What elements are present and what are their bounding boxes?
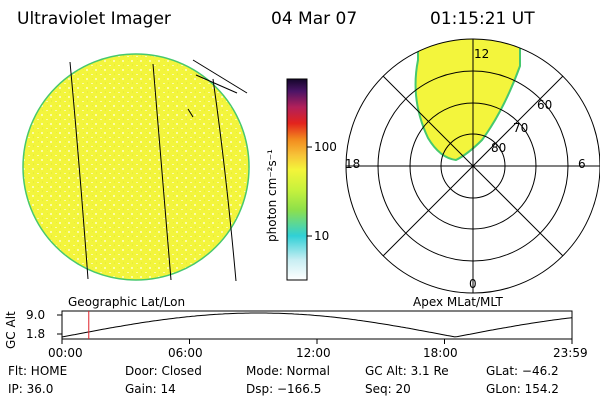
status-glon: GLon: 154.2 xyxy=(486,382,559,396)
colorbar-unit-label: photon cm⁻²s⁻¹ xyxy=(265,149,279,242)
polar-plot xyxy=(345,38,600,294)
meridian-line xyxy=(212,78,237,282)
status-gc-alt: GC Alt: 3.1 Re xyxy=(365,364,449,378)
status-dsp: Dsp: −166.5 xyxy=(246,382,322,396)
mlt-label-12: 12 xyxy=(474,47,490,61)
status-seq: Seq: 20 xyxy=(365,382,411,396)
geographic-earth-image xyxy=(22,53,250,282)
mlt-label-18: 18 xyxy=(345,157,361,171)
lat-label-70: 70 xyxy=(513,121,529,135)
orbit-ytick-low: 1.8 xyxy=(26,327,46,341)
auroral-oval xyxy=(414,39,521,162)
status-ip: IP: 36.0 xyxy=(8,382,54,396)
time-label: 01:15:21 UT xyxy=(430,9,535,29)
geographic-panel-label: Geographic Lat/Lon xyxy=(68,295,186,309)
status-door: Door: Closed xyxy=(125,364,202,378)
orbit-xtick-0000: 00:00 xyxy=(48,346,83,360)
colorbar xyxy=(286,78,312,281)
meridian-line xyxy=(69,61,89,280)
date-label: 04 Mar 07 xyxy=(271,9,358,29)
status-flight: Flt: HOME xyxy=(8,364,68,378)
status-gain: Gain: 14 xyxy=(125,382,176,396)
meridian-line xyxy=(152,63,172,281)
lat-label-60: 60 xyxy=(537,98,553,112)
grid-line xyxy=(187,108,194,118)
orbit-xtick-2359: 23:59 xyxy=(553,346,588,360)
grid-line xyxy=(195,74,238,94)
orbit-ytick-high: 9.0 xyxy=(26,308,46,322)
colorbar-tick-100: 100 xyxy=(314,140,337,154)
mlt-label-0: 0 xyxy=(469,277,477,291)
orbit-xtick-1200: 12:00 xyxy=(296,346,331,360)
grid-line xyxy=(192,59,248,94)
altitude-curve xyxy=(61,312,573,338)
orbit-xtick-0600: 06:00 xyxy=(168,346,203,360)
mlt-label-6: 6 xyxy=(578,157,586,171)
orbit-altitude-plot xyxy=(57,310,573,344)
instrument-title: Ultraviolet Imager xyxy=(17,9,171,29)
polar-panel-label: Apex MLat/MLT xyxy=(413,295,503,309)
colorbar-tick-10: 10 xyxy=(314,229,330,243)
orbit-xtick-1800: 18:00 xyxy=(423,346,458,360)
status-mode: Mode: Normal xyxy=(246,364,330,378)
orbit-ylabel: GC Alt xyxy=(4,311,18,349)
lat-label-80: 80 xyxy=(491,141,507,155)
status-glat: GLat: −46.2 xyxy=(486,364,559,378)
